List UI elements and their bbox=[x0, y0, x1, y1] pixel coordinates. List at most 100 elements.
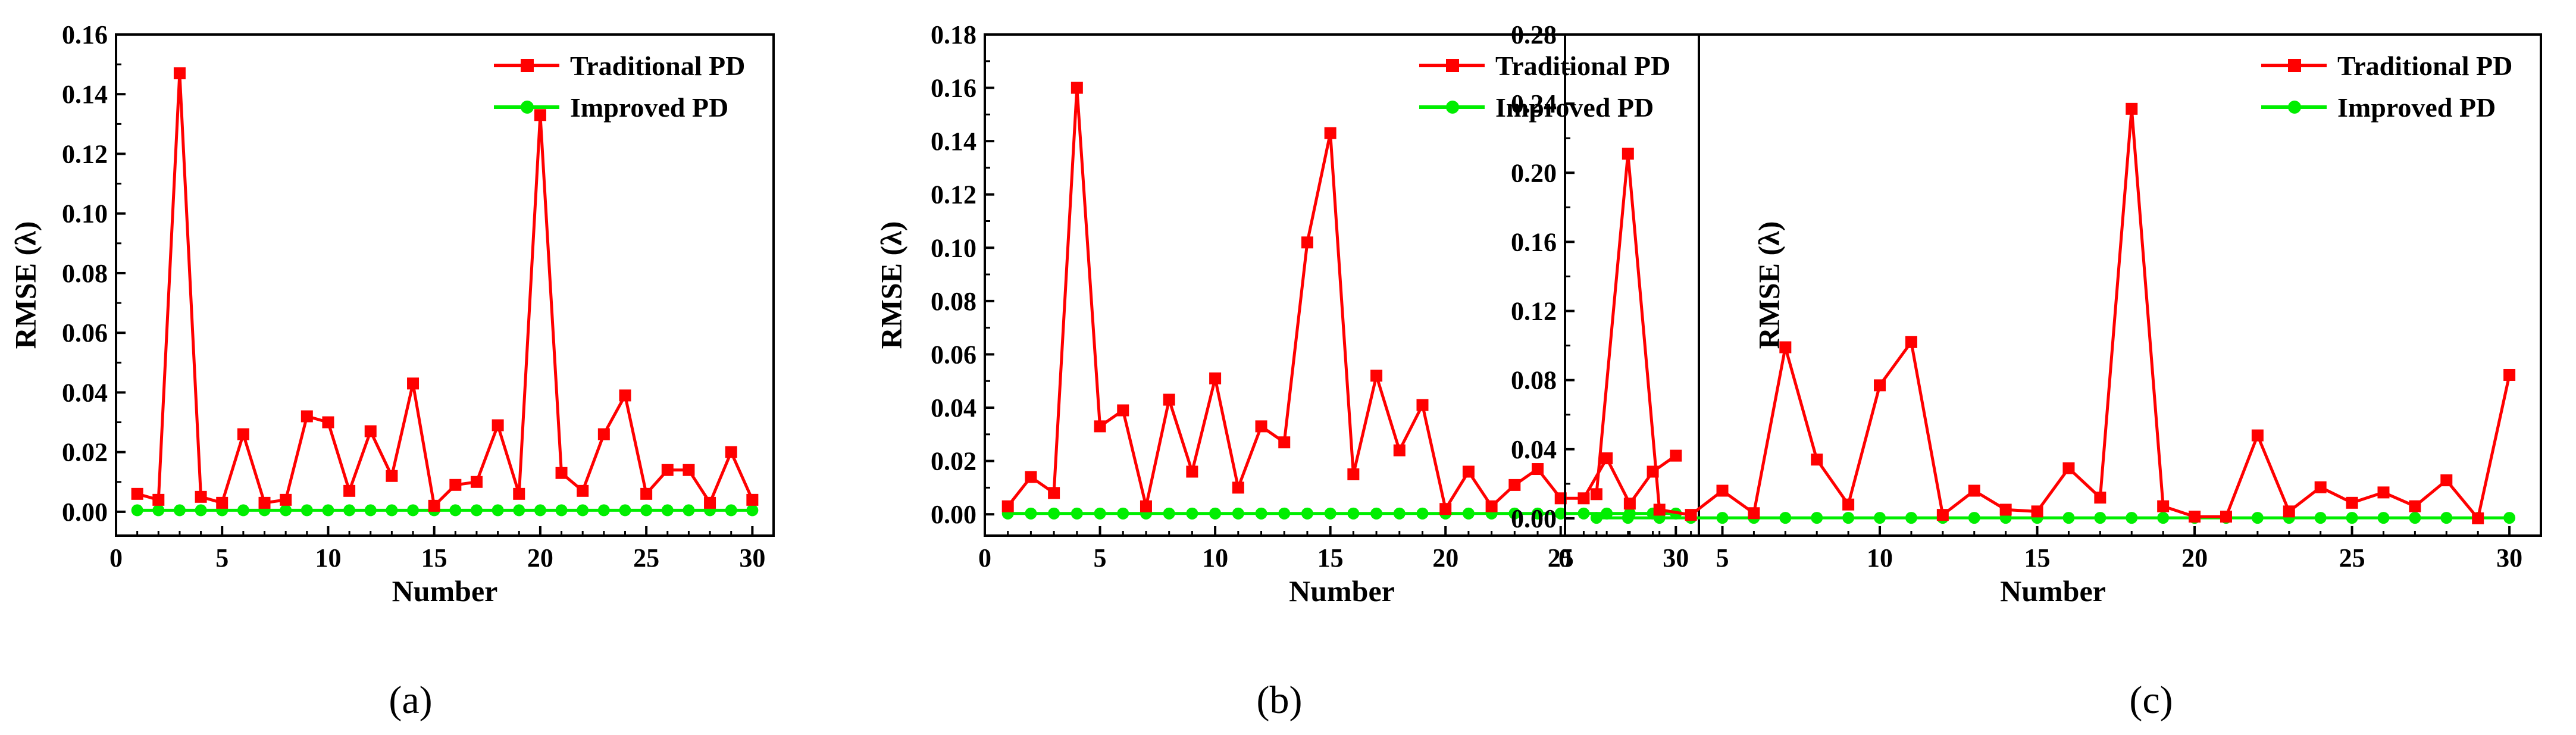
chart-c-data-point bbox=[1968, 512, 1980, 524]
chart-b-data-point bbox=[1554, 507, 1567, 520]
chart-c-data-point bbox=[1622, 148, 1634, 160]
chart-b-data-point bbox=[1001, 500, 1014, 512]
chart-b-data-point bbox=[1186, 465, 1198, 478]
chart-b-data-point bbox=[1439, 503, 1452, 515]
chart-a-series-traditional-pd bbox=[131, 67, 759, 512]
chart-a-y-tick-label: 0.06 bbox=[62, 318, 108, 348]
chart-a-data-point bbox=[449, 478, 462, 491]
chart-a-legend-marker bbox=[521, 101, 534, 114]
chart-c-x-tick-label: 20 bbox=[2181, 543, 2208, 573]
chart-b-data-point bbox=[1462, 507, 1475, 520]
chart-b-data-point bbox=[1301, 236, 1313, 249]
chart-a-y-tick-label: 0.04 bbox=[62, 378, 108, 407]
chart-c-data-point bbox=[2189, 511, 2201, 523]
chart-c-y-tick-label: 0.08 bbox=[1511, 366, 1557, 395]
chart-c-data-point bbox=[1716, 512, 1729, 524]
chart-b-x-tick-label: 10 bbox=[1202, 543, 1228, 573]
chart-b-x-axis-title: Number bbox=[1289, 574, 1395, 608]
chart-b-legend-entry: Improved PD bbox=[1419, 92, 1654, 123]
chart-c-legend-label: Improved PD bbox=[2337, 92, 2496, 123]
chart-c-data-point bbox=[1811, 512, 1823, 524]
chart-c-data-point bbox=[2220, 511, 2232, 523]
chart-b-y-axis-title: RMSE (λ) bbox=[874, 221, 907, 349]
chart-c-data-point bbox=[1590, 488, 1602, 501]
chart-a-data-point bbox=[301, 410, 313, 423]
chart-a-plot-frame bbox=[115, 33, 775, 537]
chart-c-data-point bbox=[1811, 453, 1823, 466]
chart-b-data-point bbox=[1071, 82, 1083, 94]
chart-a-y-tick-label: 0.12 bbox=[62, 139, 108, 168]
chart-c-x-tick-label: 25 bbox=[2339, 543, 2365, 573]
chart-b-data-point bbox=[1048, 487, 1060, 499]
chart-b-data-point bbox=[1232, 507, 1244, 520]
chart-a-data-point bbox=[301, 504, 313, 517]
chart-b-y-tick-label: 0.16 bbox=[931, 74, 976, 103]
chart-c-data-point bbox=[1779, 512, 1792, 524]
chart-b-x-tick-label: 15 bbox=[1317, 543, 1344, 573]
chart-b-data-point bbox=[1416, 399, 1429, 411]
chart-c-data-point bbox=[1874, 512, 1886, 524]
chart-a-data-point bbox=[322, 504, 334, 517]
chart-c: 0.00 0.04 0.08 0.12 0.16 0.20 0.24 0.28 0 5 10 15 20… bbox=[1511, 20, 2542, 722]
chart-b-data-point bbox=[1163, 507, 1175, 520]
chart-b-legend-entry: Traditional PD bbox=[1419, 51, 1670, 81]
chart-c-data-point bbox=[2503, 368, 2516, 381]
chart-a-data-point bbox=[704, 496, 716, 509]
chart-a-y-tick-label: 0.10 bbox=[62, 199, 108, 229]
chart-c-y-tick-label: 0.16 bbox=[1511, 227, 1557, 257]
chart-b-data-point bbox=[1117, 507, 1129, 520]
chart-c-x-tick-label: 5 bbox=[1716, 543, 1729, 573]
chart-c-legend-entry: Traditional PD bbox=[2261, 51, 2512, 81]
chart-b-data-point bbox=[1601, 452, 1613, 465]
chart-a-data-point bbox=[640, 487, 653, 500]
chart-c-y-tick-label: 0.04 bbox=[1511, 435, 1557, 464]
chart-c-data-point bbox=[1874, 379, 1886, 392]
chart-b-data-point bbox=[1232, 481, 1244, 494]
chart-c-data-point bbox=[1968, 484, 1980, 497]
chart-c-data-point bbox=[2409, 512, 2421, 524]
chart-b-y-tick-label: 0.00 bbox=[931, 500, 976, 529]
chart-a-series-line bbox=[136, 73, 754, 509]
chart-c-caption: (c) bbox=[2129, 678, 2173, 722]
chart-b-data-point bbox=[1532, 507, 1544, 520]
chart-b-data-point bbox=[1025, 507, 1037, 520]
chart-a-data-point bbox=[258, 496, 271, 509]
chart-a-data-point bbox=[492, 504, 504, 517]
chart-c-data-point bbox=[1622, 512, 1634, 524]
chart-c-legend-marker bbox=[2288, 59, 2301, 72]
chart-a-y-tick-label: 0.16 bbox=[62, 20, 108, 49]
chart-b-legend-marker bbox=[1446, 101, 1459, 114]
chart-b-y-tick-label: 0.02 bbox=[931, 447, 976, 476]
chart-c-data-point bbox=[1716, 484, 1729, 497]
chart-c-data-point bbox=[1590, 512, 1602, 524]
chart-b-y-tick-label: 0.12 bbox=[931, 180, 976, 209]
chart-a-data-point bbox=[597, 428, 610, 440]
chart-c-data-point bbox=[1936, 509, 1949, 521]
chart-a-data-point bbox=[280, 493, 292, 506]
chart-b-data-point bbox=[1209, 507, 1222, 520]
chart-a-data-point bbox=[173, 67, 186, 80]
chart-a-x-tick-label: 15 bbox=[421, 543, 447, 573]
chart-a-data-point bbox=[619, 389, 631, 402]
chart-c-x-tick-label: 0 bbox=[1558, 543, 1572, 573]
chart-b-data-point bbox=[1255, 507, 1267, 520]
chart-a-y-tick-label: 0.02 bbox=[62, 438, 108, 467]
chart-a-data-point bbox=[683, 504, 695, 517]
chart-c-data-point bbox=[2157, 512, 2170, 524]
chart-c-y-tick-label: 0.28 bbox=[1511, 20, 1557, 49]
chart-b-series-line bbox=[1006, 87, 1677, 513]
chart-b-data-point bbox=[1255, 420, 1267, 433]
chart-a-legend-entry: Improved PD bbox=[494, 92, 728, 123]
chart-c-data-point bbox=[2126, 102, 2138, 115]
chart-c-series-line bbox=[1595, 108, 2511, 522]
chart-c-data-point bbox=[2251, 512, 2264, 524]
chart-a-x-tick-label: 0 bbox=[109, 543, 123, 573]
chart-c-data-point bbox=[1653, 503, 1666, 516]
chart-a-data-point bbox=[534, 504, 546, 517]
chart-b-data-point bbox=[1577, 507, 1590, 520]
chart-b-y-tick-label: 0.04 bbox=[931, 393, 976, 423]
chart-a-data-point bbox=[640, 504, 653, 517]
chart-c-legend-marker bbox=[2288, 101, 2301, 114]
chart-a-data-point bbox=[237, 428, 249, 440]
